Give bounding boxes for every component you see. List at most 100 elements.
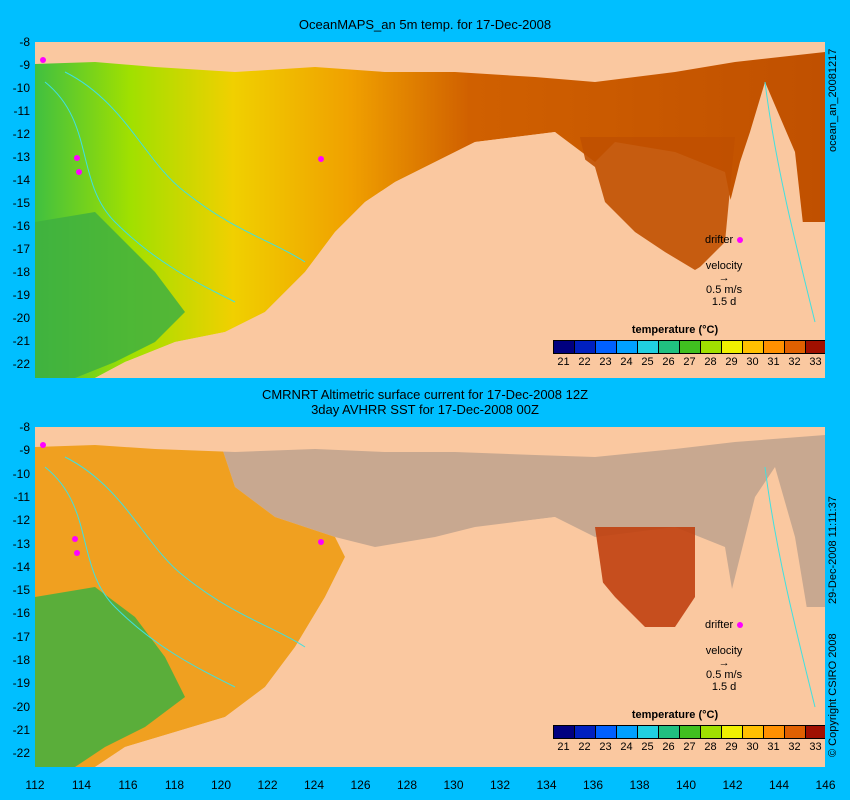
y-tick-label: -9 [19, 443, 30, 458]
copyright-label: © Copyright CSIRO 2008 [827, 633, 839, 757]
colorbar-tick-label: 25 [641, 356, 654, 368]
x-tick-label: 116 [118, 778, 138, 792]
bottom-map-panel: temperature (°C) 21 22 23 24 25 26 27 28 29 30 31 3… [35, 427, 825, 767]
drifter-icon [737, 622, 744, 628]
x-tick-label: 114 [71, 778, 92, 792]
colorbar-tick-label: 28 [704, 741, 717, 753]
x-tick-label: 136 [582, 778, 604, 792]
colorbar-tick-label: 25 [641, 741, 654, 753]
y-tick-label: -8 [19, 35, 30, 49]
bottom-colorbar-swatches [553, 725, 825, 739]
x-tick-label: 140 [675, 778, 697, 792]
colorbar-swatch [554, 726, 575, 738]
colorbar-tick-label: 32 [788, 741, 801, 753]
colorbar-tick-label: 21 [557, 741, 570, 753]
bottom-nodata-field [215, 427, 825, 607]
colorbar-swatch [806, 726, 825, 738]
colorbar-swatch [764, 341, 785, 353]
top-map-panel: temperature (°C) 21 22 23 24 25 26 27 28 29 30 31 3… [35, 42, 825, 378]
bottom-land-indonesia [35, 427, 825, 457]
bottom-side-timestamp: 29-Dec-2008 11:11:37 [827, 496, 839, 604]
x-tick-label: 118 [164, 778, 185, 792]
y-tick-label: -12 [12, 127, 30, 141]
colorbar-swatch [764, 726, 785, 738]
bottom-land-australia [95, 467, 825, 767]
top-cool-region [35, 212, 185, 378]
x-tick-label: 144 [768, 778, 790, 792]
colorbar-swatch [722, 726, 743, 738]
bottom-legend-velocity-label: velocity [705, 645, 743, 657]
bottom-colorbar-title: temperature (°C) [631, 709, 719, 721]
top-contours [44, 71, 816, 323]
colorbar-swatch [575, 726, 596, 738]
colorbar-tick-label: 21 [557, 356, 570, 368]
bottom-map-title-line1: CMRNRT Altimetric surface current for 17… [261, 387, 589, 402]
y-tick-label: -16 [12, 219, 30, 233]
colorbar-tick-label: 24 [620, 356, 633, 368]
colorbar-tick-label: 33 [809, 741, 822, 753]
y-tick-label: -16 [12, 606, 30, 621]
bottom-drifters [40, 442, 324, 556]
top-legend-days: 1.5 d [711, 296, 737, 308]
colorbar-swatch [659, 341, 680, 353]
colorbar-tick-label: 31 [767, 356, 780, 368]
top-land-indonesia [35, 42, 825, 82]
colorbar-swatch [596, 341, 617, 353]
top-land-australia [95, 82, 825, 378]
colorbar-tick-label: 30 [746, 356, 759, 368]
drifter-icon [737, 237, 744, 243]
colorbar-swatch [575, 341, 596, 353]
colorbar-tick-label: 31 [767, 741, 780, 753]
bottom-legend: drifter velocity → 0.5 m/s 1.5 d [705, 619, 744, 693]
colorbar-tick-label: 29 [725, 741, 738, 753]
y-tick-label: -11 [13, 489, 30, 504]
x-tick-label: 122 [257, 778, 278, 792]
bottom-colorbar-labels: 21 22 23 24 25 26 27 28 29 30 31 32 33 [553, 741, 825, 753]
colorbar-swatch [680, 341, 701, 353]
colorbar-tick-label: 30 [746, 741, 759, 753]
top-legend-speed: 0.5 m/s [706, 284, 743, 296]
colorbar-swatch [680, 726, 701, 738]
x-tick-label: 112 [25, 778, 45, 792]
colorbar-swatch [806, 341, 825, 353]
y-tick-label: -20 [12, 311, 30, 325]
y-tick-label: -19 [12, 676, 30, 691]
top-colorbar-swatches [553, 340, 825, 354]
colorbar-tick-label: 26 [662, 356, 675, 368]
y-tick-label: -18 [12, 653, 30, 667]
arrow-right-icon: → [718, 272, 730, 284]
x-tick-label: 124 [303, 778, 325, 792]
arrow-right-icon: → [718, 657, 730, 669]
colorbar-tick-label: 22 [578, 741, 591, 753]
y-tick-label: -15 [12, 583, 30, 598]
colorbar-tick-label: 27 [683, 741, 696, 753]
y-tick-label: -13 [12, 536, 30, 551]
colorbar-swatch [617, 726, 638, 738]
top-side-label: ocean_an_20081217 [827, 48, 839, 152]
top-gulf-region [580, 137, 735, 272]
colorbar-tick-label: 23 [599, 356, 612, 368]
y-tick-label: -9 [19, 58, 30, 72]
colorbar-swatch [701, 726, 722, 738]
colorbar-swatch [785, 341, 806, 353]
colorbar-swatch [743, 726, 764, 738]
colorbar-tick-label: 32 [788, 356, 801, 368]
y-tick-label: -10 [12, 466, 30, 481]
colorbar-swatch [659, 726, 680, 738]
colorbar-tick-label: 29 [725, 356, 738, 368]
y-tick-label: -8 [19, 420, 30, 434]
colorbar-swatch [554, 341, 575, 353]
colorbar-tick-label: 33 [809, 356, 822, 368]
bottom-colorbar: temperature (°C) 21 22 23 24 25 26 27 28 29 30 31 3… [545, 709, 825, 759]
bottom-contours [44, 456, 816, 708]
colorbar-swatch [638, 726, 659, 738]
bottom-map-title-line2: 3day AVHRR SST for 17-Dec-2008 00Z [311, 402, 539, 417]
y-tick-label: -19 [12, 288, 30, 302]
y-tick-label: -13 [12, 150, 30, 164]
x-tick-label: 132 [489, 778, 511, 792]
colorbar-swatch [701, 341, 722, 353]
x-tick-label: 130 [443, 778, 464, 792]
y-tick-label: -21 [12, 722, 30, 737]
bottom-legend-days: 1.5 d [711, 681, 737, 693]
colorbar-swatch [596, 726, 617, 738]
